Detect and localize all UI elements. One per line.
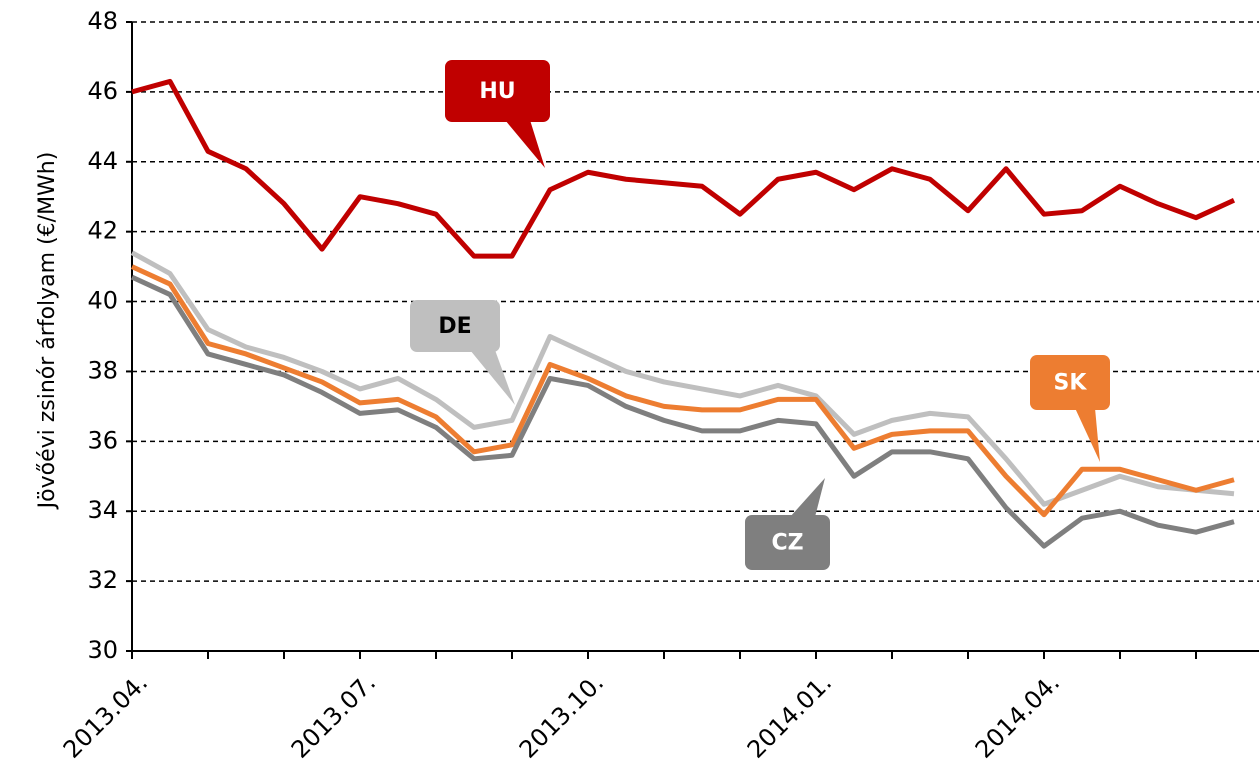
x-tick-label: 2014.04. — [970, 668, 1065, 763]
callout-box — [1030, 355, 1110, 410]
callout-pointer — [470, 350, 515, 405]
y-tick-label: 36 — [87, 426, 118, 454]
y-tick-label: 34 — [87, 496, 118, 524]
y-tick-label: 48 — [87, 7, 118, 35]
series-label: DE — [438, 314, 471, 339]
x-tick-label: 2013.10. — [514, 668, 609, 763]
y-tick-label: 42 — [87, 217, 118, 245]
y-axis-label: Jövőévi zsinór árfolyam (€/MWh) — [35, 152, 60, 511]
series-line — [130, 274, 1235, 549]
callout-box — [410, 300, 500, 352]
series-label: SK — [1054, 371, 1088, 396]
series-label: HU — [479, 79, 515, 104]
y-tick-label: 44 — [87, 147, 118, 175]
series-line — [130, 250, 1235, 507]
y-tick-label: 30 — [87, 636, 118, 664]
x-tick-label: 2013.04. — [58, 668, 153, 763]
series-line — [131, 78, 1236, 259]
series-label: CZ — [771, 531, 803, 556]
x-tick-label: 2014.01. — [742, 668, 837, 763]
y-tick-label: 46 — [87, 77, 118, 105]
callout-box — [745, 515, 830, 570]
callout-pointer — [790, 478, 825, 517]
series-line — [130, 264, 1235, 518]
y-tick-label: 40 — [87, 287, 118, 315]
callout-box — [445, 60, 550, 122]
y-tick-label: 38 — [87, 356, 118, 384]
callout-pointer — [1075, 408, 1100, 462]
callout-pointer — [505, 120, 545, 168]
x-tick-label: 2013.07. — [286, 668, 381, 763]
y-tick-label: 32 — [87, 566, 118, 594]
